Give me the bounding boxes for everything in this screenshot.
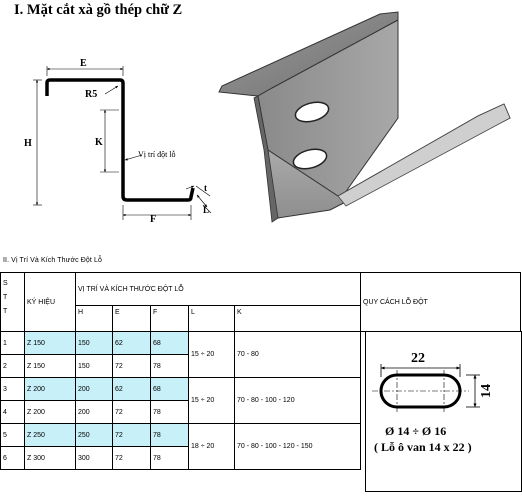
- dim-label-K: K: [95, 137, 103, 148]
- z-profile-outline: [45, 78, 195, 202]
- table-row: 4 Z 200 200 72 78: [0, 400, 521, 424]
- cell-f: 78: [150, 354, 189, 378]
- table-row: 6 Z 300 300 72 78: [0, 446, 521, 470]
- cell-h: 200: [75, 377, 113, 401]
- stt-letter: S: [3, 280, 8, 287]
- cell-ky-hieu: Z 300: [24, 446, 76, 470]
- cell-ky-hieu: Z 150: [24, 331, 76, 355]
- cell-l: 15 ÷ 20: [188, 377, 235, 424]
- col-header-vi-tri: VỊ TRÍ VÀ KÍCH THƯỚC ĐỘT LỖ: [75, 272, 361, 306]
- stt-letter: T: [3, 308, 8, 315]
- oval-hole-note: ( Lỗ ô van 14 x 22 ): [374, 440, 472, 454]
- cell-h: 150: [75, 331, 113, 355]
- sub-header-K: K: [234, 305, 361, 332]
- cell-e: 72: [112, 354, 151, 378]
- z-beam-3d-illustration: [218, 11, 511, 223]
- hole-spec-table: S T T KÝ HIỆU VỊ TRÍ VÀ KÍCH THƯỚC ĐỘT L…: [0, 272, 521, 470]
- col-header-stt: S T T: [0, 272, 25, 332]
- cell-stt: 5: [0, 423, 25, 447]
- hole-spec-box: 22 14 Ø 14 ÷ Ø 16 ( Lỗ ô van 14 x 22 ): [365, 331, 522, 492]
- cell-f: 78: [150, 446, 189, 470]
- cell-h: 150: [75, 354, 113, 378]
- cell-stt: 6: [0, 446, 25, 470]
- table-row: 2 Z 150 150 72 78: [0, 354, 521, 378]
- cell-h: 250: [75, 423, 113, 447]
- cell-e: 62: [112, 377, 151, 401]
- cell-l: 15 ÷ 20: [188, 331, 235, 378]
- cell-h: 300: [75, 446, 113, 470]
- hole-width-label: 22: [411, 351, 425, 366]
- cell-f: 78: [150, 423, 189, 447]
- cell-f: 68: [150, 377, 189, 401]
- sub-header-F: F: [150, 305, 189, 332]
- table-row: 5 Z 250 250 72 78 18 ÷ 20 70 - 80 - 100 …: [0, 423, 521, 470]
- cell-stt: 3: [0, 377, 25, 401]
- cell-e: 72: [112, 400, 151, 424]
- sub-header-L: L: [188, 305, 235, 332]
- cell-e: 72: [112, 423, 151, 447]
- cell-stt: 1: [0, 331, 25, 355]
- dim-label-R5: R5: [85, 89, 97, 100]
- hole-diameter-label: Ø 14 ÷ Ø 16: [385, 424, 446, 438]
- dim-label-H: H: [24, 138, 32, 149]
- cell-k: 70 - 80 - 100 - 120: [234, 377, 361, 424]
- page-title: I. Mặt cắt xà gồ thép chữ Z: [14, 2, 183, 18]
- cell-ky-hieu: Z 150: [24, 354, 76, 378]
- cell-e: 62: [112, 331, 151, 355]
- cell-k: 70 - 80 - 100 - 120 - 150: [234, 423, 361, 470]
- table-row: 3 Z 200 200 62 68 15 ÷ 20 70 - 80 - 100 …: [0, 377, 521, 424]
- col-header-quy-cach: QUY CÁCH LỖ ĐỘT: [360, 272, 521, 332]
- cell-stt: 2: [0, 354, 25, 378]
- dim-label-t: t: [204, 183, 207, 193]
- punched-hole-lower: [292, 148, 328, 170]
- dim-label-F: F: [150, 214, 156, 225]
- dim-label-L: L: [203, 205, 209, 215]
- cell-ky-hieu: Z 200: [24, 377, 76, 401]
- cell-stt: 4: [0, 400, 25, 424]
- cell-ky-hieu: Z 200: [24, 400, 76, 424]
- z-profile-drawing: E R5 H K Vị trí đột lỗ t L F: [24, 58, 212, 225]
- cell-h: 200: [75, 400, 113, 424]
- section-2-heading: II. Vị Trí Và Kích Thước Đột Lỗ: [3, 257, 103, 264]
- cell-f: 68: [150, 331, 189, 355]
- cell-f: 78: [150, 400, 189, 424]
- stt-letter: T: [3, 294, 8, 301]
- hole-height-label: 14: [479, 384, 494, 398]
- col-header-ky-hieu: KÝ HIỆU: [24, 272, 76, 332]
- sub-header-E: E: [112, 305, 151, 332]
- cell-ky-hieu: Z 250: [24, 423, 76, 447]
- hole-position-label: Vị trí đột lỗ: [138, 150, 176, 159]
- sub-header-H: H: [75, 305, 113, 332]
- cell-e: 72: [112, 446, 151, 470]
- cell-l: 18 ÷ 20: [188, 423, 235, 470]
- punched-hole-upper: [294, 101, 330, 123]
- cell-k: 70 - 80: [234, 331, 361, 378]
- dim-label-E: E: [80, 58, 87, 69]
